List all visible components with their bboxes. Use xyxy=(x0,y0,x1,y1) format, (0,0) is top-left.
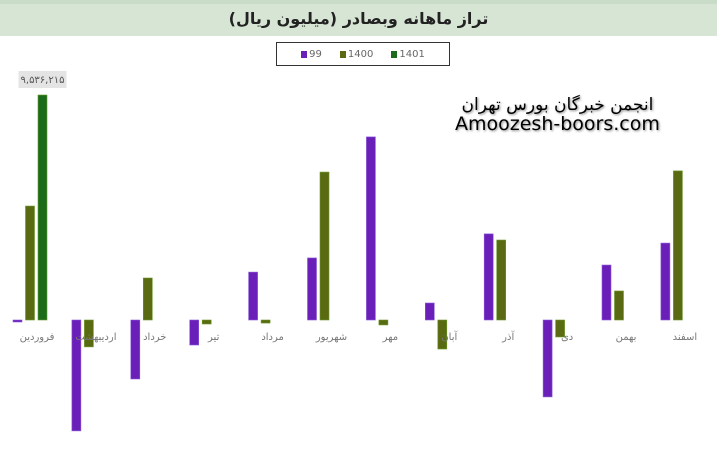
x-tick-label: بهمن xyxy=(616,332,637,343)
bar-1400-8 xyxy=(496,239,507,321)
x-tick-label: فروردین xyxy=(20,332,55,343)
legend-label: 1401 xyxy=(399,48,425,60)
bar-99-9 xyxy=(542,319,553,398)
bar-1400-9 xyxy=(555,319,565,338)
legend-label: 99 xyxy=(309,48,322,60)
bar-99-2 xyxy=(130,319,141,380)
legend-item-1400: 1400 xyxy=(339,48,374,60)
legend-swatch xyxy=(391,50,398,58)
bar-99-4 xyxy=(248,271,258,321)
x-tick-label: تیر xyxy=(207,332,220,343)
top-strip xyxy=(0,0,717,4)
x-tick-label: مرداد xyxy=(261,332,284,343)
bar-1400-3 xyxy=(201,319,212,325)
bar-99-3 xyxy=(189,319,199,346)
x-tick-label: شهریور xyxy=(315,332,347,343)
bar-1401-0 xyxy=(37,94,48,321)
x-tick-label: دی xyxy=(561,332,573,343)
bar-99-8 xyxy=(483,233,494,321)
data-label-bg xyxy=(18,71,67,88)
legend-item-1401: 1401 xyxy=(391,48,425,60)
legend-swatch xyxy=(301,50,308,58)
bar-99-6 xyxy=(366,136,376,321)
bar-1400-0 xyxy=(25,205,35,321)
x-tick-label: آبان xyxy=(441,330,458,343)
bar-1400-1 xyxy=(84,319,94,348)
x-tick-label: خرداد xyxy=(143,332,166,343)
data-label: ۹,۵۳۶,۲۱۵ xyxy=(21,75,65,86)
legend-swatch xyxy=(339,50,346,58)
bar-99-1 xyxy=(71,319,82,432)
bar-1400-6 xyxy=(378,319,389,326)
x-tick-label: مهر xyxy=(382,332,398,343)
bar-1400-4 xyxy=(260,319,271,324)
watermark: انجمن خبرگان بورس تهران Amoozesh-boors.c… xyxy=(455,95,660,135)
x-tick-label: آذر xyxy=(501,330,515,343)
chart-title: تراز ماهانه وبصادر (میلیون ریال) xyxy=(0,4,717,36)
x-tick-label: اسفند xyxy=(673,332,697,343)
bar-99-11 xyxy=(660,242,671,321)
bar-1400-2 xyxy=(143,277,153,321)
watermark-line2: Amoozesh-boors.com xyxy=(455,113,660,135)
watermark-line1: انجمن خبرگان بورس تهران xyxy=(461,95,654,115)
bar-99-0 xyxy=(12,319,23,323)
bar-1400-7 xyxy=(437,319,448,350)
legend-item-99: 99 xyxy=(301,49,322,60)
bar-99-7 xyxy=(424,302,435,321)
bar-99-5 xyxy=(307,257,317,321)
x-tick-label: اردیبهشت xyxy=(75,332,116,343)
bar-99-10 xyxy=(601,264,612,321)
bar-1400-11 xyxy=(673,170,683,321)
legend: 99 1400 1401 xyxy=(276,42,450,66)
legend-label: 1400 xyxy=(347,48,374,60)
bar-1400-5 xyxy=(319,171,330,321)
bar-1400-10 xyxy=(614,290,624,321)
